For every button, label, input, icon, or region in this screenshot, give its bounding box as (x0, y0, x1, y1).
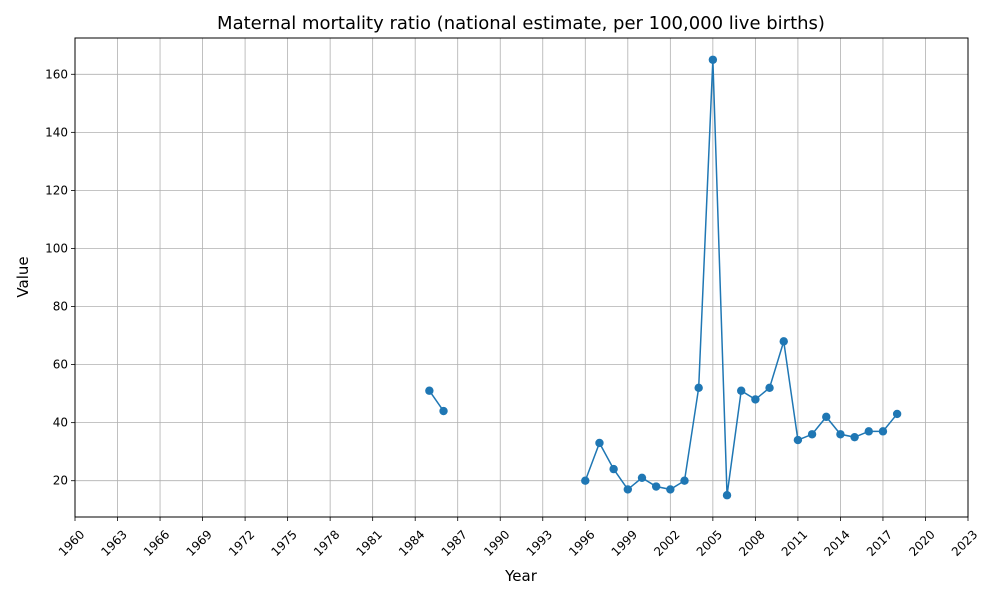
series-layer (425, 55, 902, 500)
data-point (892, 409, 902, 419)
y-tick-label: 80 (53, 300, 68, 314)
y-tick-label: 140 (45, 125, 68, 139)
data-point (694, 383, 703, 393)
data-point (666, 485, 675, 494)
data-point (822, 412, 831, 422)
data-point (864, 427, 873, 436)
data-point (807, 430, 817, 439)
data-point (623, 485, 633, 494)
data-point (637, 473, 647, 483)
data-point (779, 337, 788, 346)
y-tick-label: 20 (53, 474, 68, 488)
data-point (425, 386, 434, 395)
y-tick-label: 40 (53, 416, 68, 430)
y-axis-label: Value (14, 256, 32, 297)
x-axis-label: Year (504, 567, 538, 585)
plot-area-frame (74, 37, 969, 518)
data-point (850, 432, 859, 442)
y-tick-label: 160 (45, 67, 68, 81)
data-point (737, 386, 746, 395)
data-point (765, 383, 774, 393)
y-tick-label: 60 (53, 358, 68, 372)
data-point (595, 438, 604, 448)
data-point (708, 55, 718, 64)
y-tick-label: 120 (45, 183, 68, 197)
data-point (793, 435, 803, 445)
data-point (722, 491, 732, 500)
data-point (751, 395, 760, 404)
chart-title: Maternal mortality ratio (national estim… (217, 13, 825, 34)
data-point (878, 427, 888, 436)
y-axis-ticks: 20 40 60 80 100 120 140 160 (45, 67, 75, 488)
data-point (439, 406, 448, 416)
data-point (836, 430, 845, 439)
data-point (609, 464, 618, 474)
data-point (651, 482, 661, 491)
y-tick-label: 100 (45, 241, 68, 255)
data-point (680, 476, 689, 485)
data-point (581, 476, 590, 485)
